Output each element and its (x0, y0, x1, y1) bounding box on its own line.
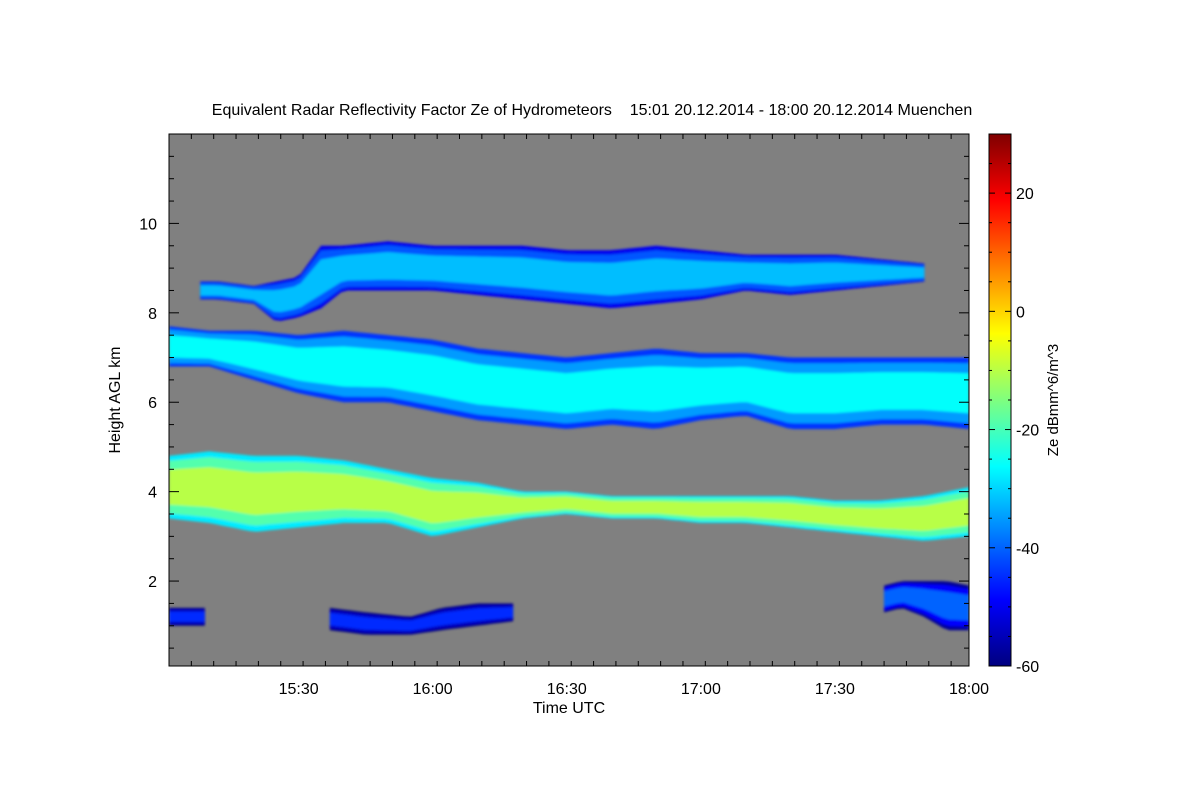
x-tick-label: 17:30 (815, 681, 855, 698)
colorbar-label: Ze dBmm^6/m^3 (1045, 344, 1062, 456)
layer-3 (169, 607, 205, 626)
layer-4-shell-2 (329, 607, 514, 631)
colorbar-tick-label: 20 (1016, 186, 1034, 203)
y-tick-label: 6 (148, 395, 157, 412)
plot-frame (168, 133, 970, 667)
y-axis: 2 4 6 8 10 (139, 155, 969, 649)
layer-1-shell-2 (169, 335, 969, 414)
colorbar-axis: -60 -40 -20 0 20 (989, 133, 1039, 676)
y-tick-label: 10 (139, 216, 157, 233)
x-axis: 15:30 16:00 16:30 17:00 17:30 18:00 (168, 134, 989, 698)
layer-0-shell-2 (200, 252, 925, 312)
colorbar-tick-label: -40 (1016, 541, 1039, 558)
layer-5 (884, 581, 969, 631)
colorbar-tick-label: 0 (1016, 304, 1025, 321)
layer-0 (200, 241, 925, 321)
layer-4 (329, 603, 514, 635)
y-tick-label: 8 (148, 306, 157, 323)
layer-2-shell-2 (169, 467, 969, 531)
x-tick-label: 15:30 (279, 681, 319, 698)
layer-3-shell-2 (169, 611, 205, 622)
layer-5-shell-2 (884, 587, 969, 621)
x-tick-label: 18:00 (949, 681, 989, 698)
x-axis-label: Time UTC (533, 700, 605, 717)
x-tick-label: 17:00 (681, 681, 721, 698)
layer-1 (169, 326, 969, 430)
y-tick-label: 2 (148, 574, 157, 591)
layer-2 (169, 451, 969, 541)
colorbar (988, 133, 1012, 667)
y-tick-label: 4 (148, 485, 157, 502)
y-axis-label: Height AGL km (107, 346, 124, 453)
chart-title: Equivalent Radar Reflectivity Factor Ze … (212, 102, 972, 119)
reflectivity-layers (169, 241, 969, 635)
colorbar-tick-label: -60 (1016, 659, 1039, 676)
x-tick-label: 16:00 (413, 681, 453, 698)
colorbar-tick-label: -20 (1016, 423, 1039, 440)
x-tick-label: 16:30 (547, 681, 587, 698)
